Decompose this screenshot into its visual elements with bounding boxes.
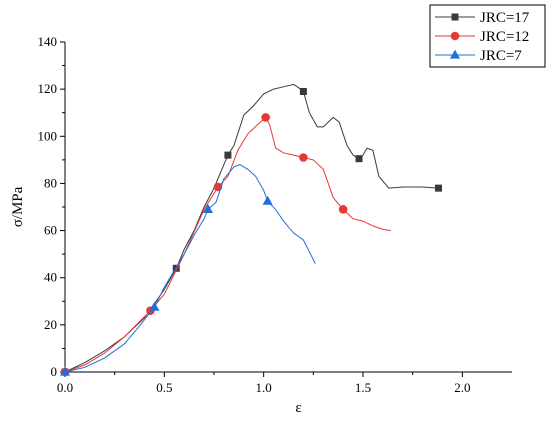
y-tick-label: 20 bbox=[44, 317, 57, 332]
legend-label: JRC=7 bbox=[480, 48, 522, 64]
y-tick-label: 100 bbox=[38, 128, 58, 143]
legend-label: JRC=17 bbox=[480, 10, 530, 26]
x-tick-label: 1.5 bbox=[355, 380, 371, 395]
series-layer bbox=[60, 83, 442, 377]
data-point-jrc-12 bbox=[338, 205, 348, 214]
data-point-jrc-12 bbox=[261, 113, 270, 122]
legend-label: JRC=12 bbox=[480, 29, 529, 45]
y-tick-label: 60 bbox=[44, 223, 57, 238]
x-tick-label: 0.5 bbox=[156, 380, 172, 395]
x-tick-label: 0.0 bbox=[57, 380, 73, 395]
legend-box bbox=[429, 4, 546, 68]
legend: JRC=17 JRC=12 JRC=7 bbox=[429, 4, 546, 68]
data-point-jrc-17 bbox=[299, 88, 307, 95]
x-axis-label: ε bbox=[295, 400, 301, 416]
data-point-jrc-17 bbox=[224, 151, 232, 159]
y-tick-label: 140 bbox=[38, 34, 58, 49]
data-point-jrc-17 bbox=[355, 155, 363, 163]
data-point-jrc-12 bbox=[299, 153, 308, 162]
series-jrc-7 bbox=[60, 164, 316, 376]
x-tick-label: 1.0 bbox=[256, 380, 272, 395]
y-tick-label: 80 bbox=[44, 175, 57, 190]
series-line-jrc-7 bbox=[64, 164, 316, 373]
y-tick-label: 0 bbox=[51, 364, 58, 379]
data-point-jrc-7 bbox=[203, 203, 214, 213]
legend-swatch-marker bbox=[450, 31, 460, 41]
y-axis-label: σ/MPa bbox=[10, 186, 26, 227]
data-point-jrc-17 bbox=[434, 184, 442, 192]
x-tick-label: 2.0 bbox=[454, 380, 470, 395]
legend-swatch-marker bbox=[450, 49, 460, 59]
y-tick-label: 120 bbox=[38, 81, 58, 96]
series-line-jrc-17 bbox=[64, 83, 439, 373]
legend-item-jrc-17: JRC=17 bbox=[435, 10, 530, 26]
data-point-jrc-7 bbox=[262, 195, 273, 205]
legend-swatch-marker bbox=[451, 13, 459, 21]
legend-item-jrc-12: JRC=12 bbox=[435, 29, 529, 45]
data-point-jrc-7 bbox=[60, 366, 70, 376]
data-point-jrc-17 bbox=[172, 264, 180, 272]
data-point-jrc-7 bbox=[149, 301, 160, 311]
legend-item-jrc-7: JRC=7 bbox=[435, 48, 522, 64]
y-tick-label: 40 bbox=[44, 270, 57, 285]
axes: 0 20 40 60 80 100 120 140 0.0 0.5 1.0 1.5 2.0 bbox=[38, 34, 512, 395]
